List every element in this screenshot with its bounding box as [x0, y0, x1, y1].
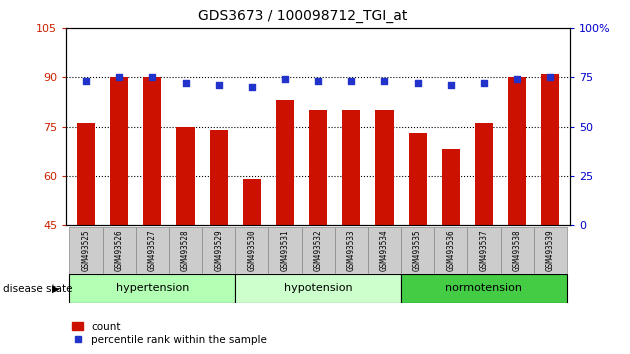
Point: [180, 80, 190, 86]
Point: [346, 79, 357, 84]
Point: [379, 79, 389, 84]
Bar: [176, 126, 195, 225]
Text: GSM493526: GSM493526: [115, 230, 123, 271]
Text: GDS3673 / 100098712_TGI_at: GDS3673 / 100098712_TGI_at: [198, 9, 407, 23]
Bar: [143, 78, 161, 225]
Bar: [534, 227, 567, 274]
Bar: [69, 274, 235, 303]
Point: [545, 75, 555, 80]
Legend: count, percentile rank within the sample: count, percentile rank within the sample: [68, 317, 271, 349]
Text: GSM493534: GSM493534: [380, 230, 389, 271]
Text: hypotension: hypotension: [284, 283, 352, 293]
Text: GSM493538: GSM493538: [513, 230, 522, 271]
Bar: [210, 130, 228, 225]
Text: GSM493525: GSM493525: [81, 230, 91, 271]
Text: ▶: ▶: [52, 284, 60, 293]
Text: disease state: disease state: [3, 284, 72, 293]
Point: [214, 82, 224, 88]
Bar: [442, 149, 460, 225]
Text: hypertension: hypertension: [116, 283, 189, 293]
Bar: [77, 123, 95, 225]
Text: GSM493531: GSM493531: [280, 230, 290, 271]
Text: GSM493527: GSM493527: [148, 230, 157, 271]
Bar: [103, 227, 136, 274]
Text: GSM493530: GSM493530: [248, 230, 256, 271]
Text: GSM493532: GSM493532: [314, 230, 323, 271]
Bar: [508, 78, 526, 225]
Point: [81, 79, 91, 84]
Point: [479, 80, 489, 86]
Bar: [169, 227, 202, 274]
Text: GSM493539: GSM493539: [546, 230, 555, 271]
Bar: [467, 227, 500, 274]
Bar: [309, 110, 327, 225]
Bar: [235, 227, 268, 274]
Bar: [401, 227, 434, 274]
Bar: [500, 227, 534, 274]
Bar: [243, 179, 261, 225]
Bar: [136, 227, 169, 274]
Point: [147, 75, 158, 80]
Text: GSM493535: GSM493535: [413, 230, 422, 271]
Point: [280, 76, 290, 82]
Bar: [342, 110, 360, 225]
Text: GSM493529: GSM493529: [214, 230, 223, 271]
Text: GSM493533: GSM493533: [346, 230, 356, 271]
Bar: [235, 274, 401, 303]
Point: [413, 80, 423, 86]
Text: GSM493536: GSM493536: [446, 230, 455, 271]
Bar: [335, 227, 368, 274]
Bar: [408, 133, 427, 225]
Bar: [276, 100, 294, 225]
Point: [313, 79, 323, 84]
Bar: [541, 74, 559, 225]
Bar: [302, 227, 335, 274]
Bar: [401, 274, 567, 303]
Point: [247, 84, 257, 90]
Bar: [69, 227, 103, 274]
Point: [114, 75, 124, 80]
Bar: [110, 78, 129, 225]
Text: normotension: normotension: [445, 283, 522, 293]
Point: [512, 76, 522, 82]
Bar: [268, 227, 302, 274]
Bar: [475, 123, 493, 225]
Point: [446, 82, 456, 88]
Text: GSM493537: GSM493537: [479, 230, 488, 271]
Text: GSM493528: GSM493528: [181, 230, 190, 271]
Bar: [375, 110, 394, 225]
Bar: [202, 227, 235, 274]
Bar: [368, 227, 401, 274]
Bar: [434, 227, 467, 274]
